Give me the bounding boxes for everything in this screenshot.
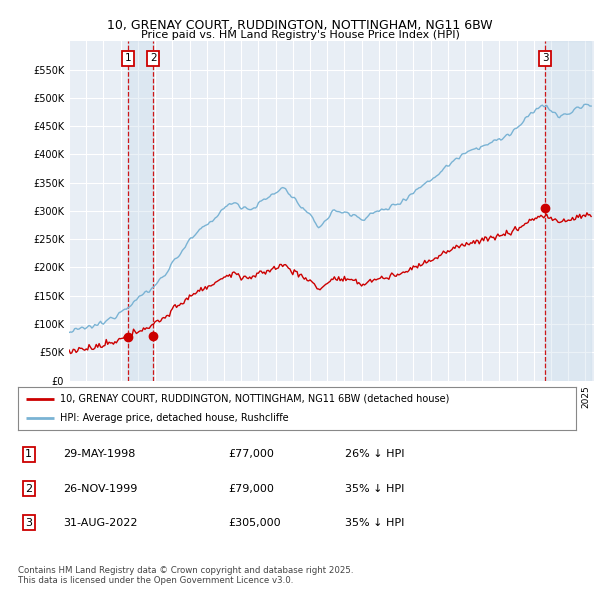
Text: 26% ↓ HPI: 26% ↓ HPI [345,450,404,459]
Text: 35% ↓ HPI: 35% ↓ HPI [345,484,404,493]
Text: 35% ↓ HPI: 35% ↓ HPI [345,518,404,527]
Text: 10, GRENAY COURT, RUDDINGTON, NOTTINGHAM, NG11 6BW (detached house): 10, GRENAY COURT, RUDDINGTON, NOTTINGHAM… [60,394,449,404]
Text: Contains HM Land Registry data © Crown copyright and database right 2025.
This d: Contains HM Land Registry data © Crown c… [18,566,353,585]
Text: £77,000: £77,000 [228,450,274,459]
Text: £305,000: £305,000 [228,518,281,527]
Text: Price paid vs. HM Land Registry's House Price Index (HPI): Price paid vs. HM Land Registry's House … [140,30,460,40]
Bar [128,41,154,381]
Text: 2: 2 [150,53,157,63]
Text: £79,000: £79,000 [228,484,274,493]
Text: 29-MAY-1998: 29-MAY-1998 [63,450,136,459]
Text: 3: 3 [25,518,32,527]
Text: 31-AUG-2022: 31-AUG-2022 [63,518,137,527]
Text: 2: 2 [25,484,32,493]
Bar [545,41,591,381]
Text: 1: 1 [124,53,131,63]
Text: HPI: Average price, detached house, Rushcliffe: HPI: Average price, detached house, Rush… [60,413,289,423]
Text: 1: 1 [25,450,32,459]
Text: 26-NOV-1999: 26-NOV-1999 [63,484,137,493]
Text: 10, GRENAY COURT, RUDDINGTON, NOTTINGHAM, NG11 6BW: 10, GRENAY COURT, RUDDINGTON, NOTTINGHAM… [107,19,493,32]
Text: 3: 3 [542,53,548,63]
